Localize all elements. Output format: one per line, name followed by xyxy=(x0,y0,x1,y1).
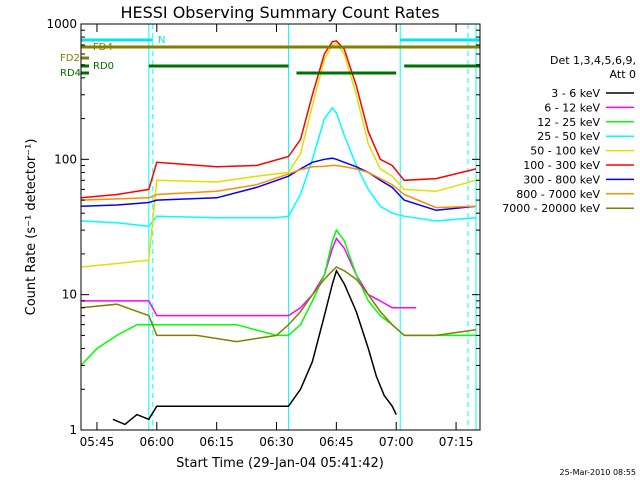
x-tick-label-4: 06:45 xyxy=(319,435,354,449)
flag-label-n: N xyxy=(158,35,165,46)
series-line-7000-20000-kev xyxy=(80,266,477,343)
x-axis: 05:45 06:00 06:15 06:30 06:45 07:00 07:15 xyxy=(80,24,474,449)
legend-label-5: 100 - 300 keV xyxy=(523,159,600,172)
series-line-6-12-kev xyxy=(81,237,417,317)
flag-label-rd0: RD0 xyxy=(93,61,114,72)
series-line-12-25-kev xyxy=(80,228,476,366)
legend-label-6: 300 - 800 keV xyxy=(523,173,600,186)
legend-label-7: 800 - 7000 keV xyxy=(516,188,600,201)
flag-label-fd2: FD2 xyxy=(60,53,80,64)
y-tick-label-3: 1000 xyxy=(46,17,77,31)
legend-label-8: 7000 - 20000 keV xyxy=(502,202,600,215)
x-tick-label-0: 05:45 xyxy=(80,435,115,449)
y-axis: 1 10 100 1000 xyxy=(46,17,480,437)
timestamp: 25-Mar-2010 08:55 xyxy=(560,468,637,477)
series-line-50-100-kev xyxy=(80,42,477,268)
y-tick-label-1: 10 xyxy=(62,288,77,302)
y-axis-label: Count Rate (s⁻¹ detector⁻¹) xyxy=(24,139,39,316)
x-tick-label-3: 06:30 xyxy=(259,435,294,449)
legend-label-3: 25 - 50 keV xyxy=(537,130,600,143)
series-line-25-50-kev xyxy=(80,106,477,228)
flag-label-rd4: RD4 xyxy=(60,68,81,79)
series-line-800-7000-kev xyxy=(80,164,477,209)
series-line-300-800-kev xyxy=(80,157,477,212)
legend-header-2: Att 0 xyxy=(610,68,636,81)
legend-label-4: 50 - 100 keV xyxy=(530,145,600,158)
x-tick-label-2: 06:15 xyxy=(199,435,234,449)
legend-header-1: Det 1,3,4,5,6,9, xyxy=(550,54,636,67)
flag-label-fd4: FD4 xyxy=(93,42,113,53)
x-tick-label-1: 06:00 xyxy=(140,435,175,449)
plot-area: FD4 FD2 RD0 RD4 N xyxy=(60,23,481,431)
y-tick-label-0: 1 xyxy=(69,423,77,437)
plot-frame xyxy=(80,23,481,431)
y-tick-label-2: 100 xyxy=(54,152,77,166)
chart-title: HESSI Observing Summary Count Rates xyxy=(120,3,439,22)
x-axis-label: Start Time (29-Jan-04 05:41:42) xyxy=(176,456,384,471)
legend-label-2: 12 - 25 keV xyxy=(537,116,600,129)
series-line-3-6-kev xyxy=(112,268,397,426)
x-tick-label-6: 07:15 xyxy=(439,435,474,449)
legend-label-0: 3 - 6 keV xyxy=(551,87,600,100)
x-tick-label-5: 07:00 xyxy=(379,435,414,449)
legend-label-1: 6 - 12 keV xyxy=(544,101,600,114)
